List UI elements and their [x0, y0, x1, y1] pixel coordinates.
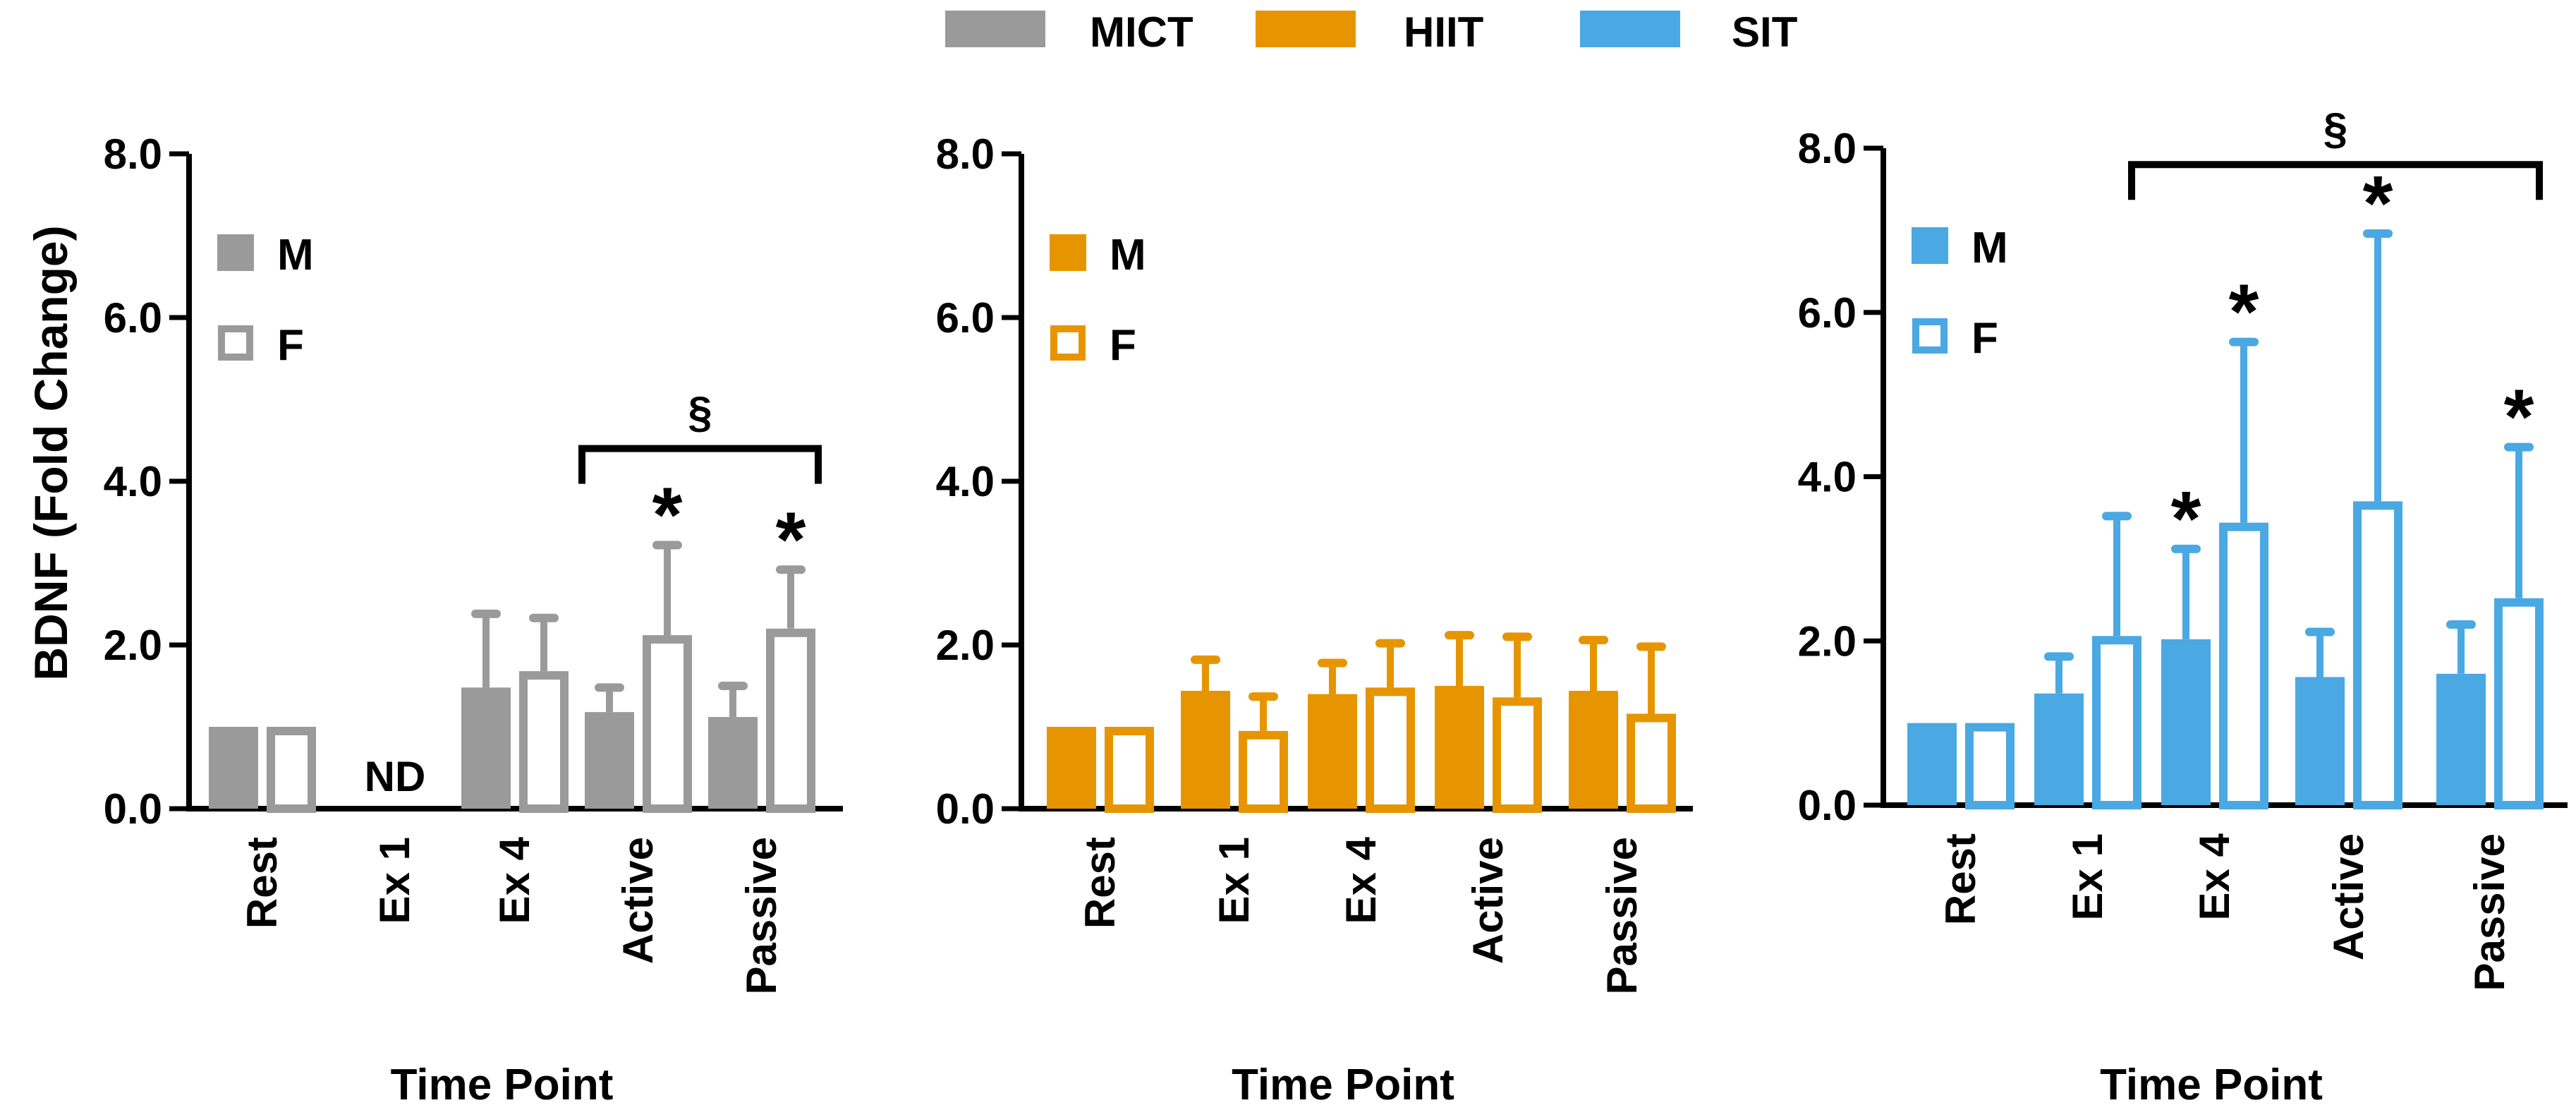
y-tick-label: 2.0 [936, 622, 995, 669]
bar-m [2295, 677, 2345, 805]
y-axis-title: BDNF (Fold Change) [25, 225, 77, 680]
y-tick-label: 4.0 [1798, 454, 1857, 501]
legend-male-swatch [1912, 227, 1948, 264]
legend-label-mict: MICT [1090, 8, 1193, 56]
bar-f [766, 628, 815, 813]
x-tick-label: Ex 1 [371, 837, 418, 924]
bar-f [1627, 713, 1676, 813]
x-tick-label: Active [1464, 837, 1512, 964]
bar-m [708, 717, 758, 809]
y-tick-label: 0.0 [1798, 782, 1857, 829]
legend-swatch-mict [945, 11, 1045, 47]
x-tick-label: Active [614, 837, 662, 964]
y-tick-label: 6.0 [104, 294, 162, 342]
bar-m [2034, 693, 2084, 805]
bar-f [1105, 727, 1154, 813]
significance-bracket: § [578, 389, 822, 484]
bar-f [2219, 522, 2268, 809]
x-axis-title: Time Point [391, 1061, 614, 1109]
y-tick-label: 4.0 [936, 458, 995, 505]
significance-star: * [2171, 476, 2201, 562]
y-tick-label: 6.0 [936, 294, 995, 342]
legend-male-swatch [1050, 234, 1086, 271]
bar-m [2161, 639, 2211, 805]
x-tick-label: Ex 1 [1210, 837, 1258, 924]
bracket-line [2128, 161, 2543, 200]
legend-male-label: M [1110, 231, 1146, 279]
bar-m [1181, 690, 1230, 809]
note-not-detected: ND [365, 753, 426, 800]
bar-m [1435, 686, 1484, 809]
x-tick-label: Ex 4 [491, 836, 538, 924]
bar-f [1965, 723, 2015, 809]
x-tick-label: Rest [1076, 837, 1124, 929]
chart-panels: 0.0 2.0 4.0 6.0 8.0 BDNF (Fold Change) Rest Ex … [25, 104, 2568, 1109]
bar-m [461, 687, 511, 809]
bar-m [585, 712, 634, 809]
legend-male-swatch [217, 234, 254, 271]
legend-male-label: M [277, 231, 314, 279]
bar-f [1239, 730, 1288, 814]
bar-m [1308, 694, 1357, 809]
bar-f [267, 727, 316, 813]
legend-male-label: M [1972, 224, 2008, 272]
y-tick-label: 8.0 [104, 131, 162, 178]
panel-sit: 0.0 2.0 4.0 6.0 8.0 Rest Ex 1 Ex 4 Active Passive… [1798, 104, 2568, 1109]
legend-female-label: F [1110, 321, 1136, 370]
panel-hiit: 0.0 2.0 4.0 6.0 8.0 Rest Ex 1 Ex 4 Active Passive… [936, 131, 1693, 1109]
legend-female-swatch [1912, 318, 1948, 354]
bar-f [643, 635, 692, 814]
bar-m [209, 727, 258, 809]
bar-m [2436, 673, 2486, 805]
bracket-label: § [688, 389, 712, 438]
bar-f [1366, 687, 1415, 813]
x-tick-label: Ex 4 [2191, 833, 2238, 920]
y-tick-label: 0.0 [104, 785, 162, 833]
x-tick-label: Passive [1598, 837, 1646, 995]
significance-star: * [2504, 374, 2534, 461]
bar-f [519, 671, 569, 813]
bar-m [1047, 727, 1096, 809]
legend-label-hiit: HIIT [1404, 8, 1483, 56]
bar-f [2494, 598, 2544, 809]
legend-female-label: F [277, 321, 304, 370]
bracket-line [578, 445, 822, 484]
x-tick-label: Ex 1 [2064, 833, 2111, 920]
significance-star: * [2363, 160, 2393, 247]
legend-swatch-hiit [1256, 11, 1356, 47]
significance-bracket: § [2128, 104, 2543, 200]
y-tick-label: 8.0 [1798, 125, 1857, 172]
legend-female-swatch [218, 325, 253, 361]
bar-f [2092, 636, 2141, 810]
x-tick-label: Rest [238, 837, 286, 929]
y-tick-label: 2.0 [104, 622, 162, 669]
bar-f [1493, 697, 1542, 813]
y-tick-label: 0.0 [936, 785, 995, 833]
legend-female-swatch [1050, 325, 1086, 361]
panel-mict: 0.0 2.0 4.0 6.0 8.0 BDNF (Fold Change) Rest Ex … [25, 131, 843, 1109]
y-tick-label: 6.0 [1798, 289, 1857, 337]
bar-m [1907, 723, 1957, 805]
x-tick-label: Passive [738, 837, 785, 995]
x-axis-title: Time Point [1232, 1061, 1454, 1109]
significance-star: * [652, 471, 683, 558]
x-axis-title: Time Point [2100, 1061, 2323, 1109]
x-tick-label: Rest [1937, 833, 1984, 925]
x-tick-label: Active [2325, 833, 2372, 960]
significance-star: * [776, 496, 806, 583]
y-tick-label: 2.0 [1798, 617, 1857, 665]
significance-star: * [2229, 269, 2259, 356]
bar-m [1569, 690, 1618, 809]
training-type-legend: MICT HIIT SIT [945, 8, 1797, 56]
legend-female-label: F [1972, 314, 1998, 363]
x-tick-label: Ex 4 [1337, 836, 1385, 924]
y-tick-label: 4.0 [104, 458, 162, 505]
bar-f [2353, 501, 2402, 809]
legend-swatch-sit [1580, 11, 1680, 47]
x-tick-label: Passive [2466, 833, 2513, 991]
bracket-label: § [2323, 104, 2347, 153]
y-tick-label: 8.0 [936, 131, 995, 178]
legend-label-sit: SIT [1732, 8, 1797, 56]
